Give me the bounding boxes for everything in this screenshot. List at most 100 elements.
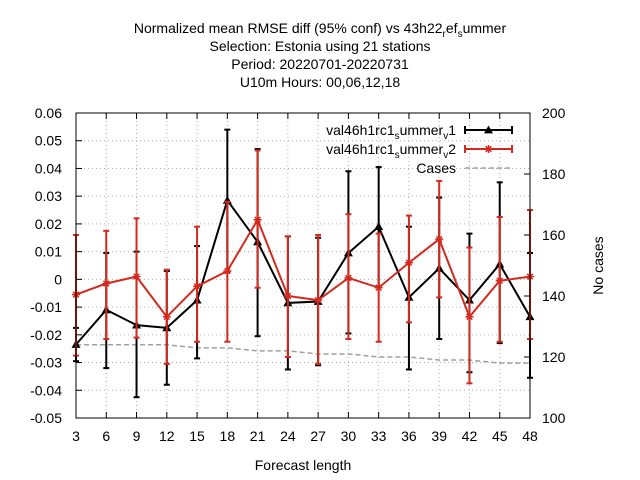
data-point: [193, 282, 202, 291]
x-tick-label: 33: [371, 428, 387, 444]
subscript-text: s: [395, 131, 400, 142]
data-point: [495, 276, 504, 285]
data-point: [283, 292, 292, 300]
title-line: Selection: Estonia using 21 stations: [209, 38, 430, 54]
title-line: Period: 20220701-20220731: [231, 56, 409, 72]
data-point: [484, 145, 493, 153]
marker-stroke: [284, 292, 292, 300]
data-point: [132, 272, 141, 281]
marker-stroke: [435, 235, 443, 243]
y-tick-label: -0.04: [30, 382, 62, 398]
legend-label: Cases: [416, 160, 456, 176]
marker-stroke: [485, 145, 492, 153]
legend-item: val46h1rc1summerv1: [326, 122, 513, 142]
x-tick-label: 39: [431, 428, 447, 444]
data-point: [374, 222, 384, 231]
text-run: ummer: [400, 122, 444, 138]
x-tick-label: 3: [72, 428, 80, 444]
plot-frame: [75, 112, 531, 419]
x-tick-label: 9: [133, 428, 141, 444]
y-tick-label: -0.01: [30, 299, 62, 315]
y2-tick-label: 200: [542, 105, 566, 121]
y-tick-label: 0.02: [35, 216, 62, 232]
y2-tick-label: 140: [542, 288, 566, 304]
y2-tick-label: 120: [542, 349, 566, 365]
title-line: Normalized mean RMSE diff (95% conf) vs …: [134, 20, 507, 40]
text-run: U10m Hours: 00,06,12,18: [240, 74, 401, 90]
data-point: [223, 267, 232, 276]
x-tick-label: 21: [250, 428, 266, 444]
marker-stroke: [314, 296, 322, 304]
marker-stroke: [224, 267, 231, 275]
y2-tick-label: 160: [542, 227, 566, 243]
title-line: U10m Hours: 00,06,12,18: [240, 74, 401, 90]
data-point: [102, 279, 111, 288]
x-tick-label: 15: [189, 428, 205, 444]
legend-item: Cases: [416, 160, 512, 176]
marker-stroke: [254, 216, 261, 224]
marker-stroke: [345, 274, 352, 282]
y2-axis-label: No cases: [590, 236, 606, 294]
series-line: [75, 198, 531, 346]
marker-stroke: [102, 280, 110, 287]
subscript-text: s: [395, 150, 400, 161]
y2-tick-label: 100: [542, 410, 566, 426]
legend-label: val46h1rc1summerv1: [326, 122, 456, 142]
x-tick-label: 42: [462, 428, 478, 444]
data-point: [314, 296, 323, 305]
text-run: val46h1rc1: [326, 141, 395, 157]
chart-title: Normalized mean RMSE diff (95% conf) vs …: [134, 20, 507, 90]
text-run: Selection: Estonia using 21 stations: [209, 38, 430, 54]
y-tick-label: -0.03: [30, 355, 62, 371]
subscript-text: r: [443, 29, 447, 40]
data-point: [465, 312, 474, 321]
x-tick-label: 45: [492, 428, 508, 444]
y-tick-label: 0: [54, 271, 62, 287]
legend-item: val46h1rc1summerv2: [326, 141, 513, 161]
x-tick-label: 36: [401, 428, 417, 444]
marker-stroke: [466, 313, 473, 321]
subscript-text: s: [458, 29, 463, 40]
cases-line: [76, 344, 530, 364]
y-tick-label: 0.03: [35, 188, 62, 204]
axis-ticks: 3 6 9 12 15 18 21 24 27 30 33 36 39 42 45 480.060.050.0…: [30, 105, 565, 444]
data-point: [404, 258, 413, 267]
y-tick-label: 0.04: [35, 160, 62, 176]
cases-series: [76, 344, 530, 364]
y-tick-label: -0.05: [30, 410, 62, 426]
y-tick-label: 0.05: [35, 133, 62, 149]
text-run: 2: [448, 141, 456, 157]
data-point: [435, 235, 444, 244]
y-tick-label: -0.02: [30, 327, 62, 343]
data-point: [484, 125, 493, 134]
text-run: ummer: [400, 141, 444, 157]
x-axis-label: Forecast length: [255, 457, 352, 473]
subscript-text: v: [443, 131, 448, 142]
text-run: val46h1rc1: [326, 122, 395, 138]
y-tick-label: 0.01: [35, 244, 62, 260]
series-line: [75, 217, 531, 319]
text-run: ef: [446, 20, 458, 36]
marker-stroke: [405, 259, 413, 267]
text-run: 1: [448, 122, 456, 138]
x-tick-label: 48: [522, 428, 538, 444]
marker-stroke: [193, 282, 201, 290]
data-point: [253, 215, 262, 224]
text-run: Normalized mean RMSE diff (95% conf) vs …: [134, 20, 443, 36]
legend-label: val46h1rc1summerv2: [326, 141, 456, 161]
x-tick-label: 24: [280, 428, 296, 444]
y-tick-label: 0.06: [35, 105, 62, 121]
text-run: Period: 20220701-20220731: [231, 56, 409, 72]
marker-stroke: [375, 284, 382, 292]
marker-stroke: [133, 273, 140, 280]
y2-tick-label: 180: [542, 166, 566, 182]
data-point: [162, 312, 171, 321]
x-tick-label: 27: [310, 428, 326, 444]
marker-stroke: [163, 313, 171, 321]
x-tick-label: 30: [341, 428, 357, 444]
x-tick-label: 12: [159, 428, 175, 444]
x-tick-label: 18: [220, 428, 236, 444]
data-point: [344, 273, 353, 282]
marker-stroke: [496, 277, 504, 285]
